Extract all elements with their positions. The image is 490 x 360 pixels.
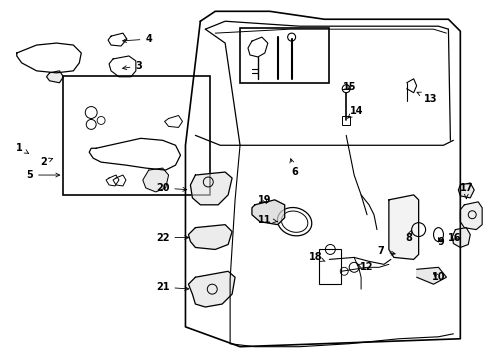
Bar — [63, 76, 210, 195]
Text: 5: 5 — [26, 170, 60, 180]
Text: 22: 22 — [156, 233, 189, 243]
Polygon shape — [389, 195, 418, 260]
Polygon shape — [143, 168, 169, 192]
Polygon shape — [460, 202, 482, 230]
Bar — [240, 28, 329, 83]
Text: 11: 11 — [258, 215, 277, 225]
Text: 1: 1 — [16, 143, 28, 153]
Text: 14: 14 — [347, 105, 364, 118]
Polygon shape — [252, 200, 285, 225]
Text: 20: 20 — [156, 183, 187, 193]
Polygon shape — [416, 267, 446, 284]
Polygon shape — [189, 225, 232, 249]
Text: 7: 7 — [378, 247, 395, 256]
Text: 4: 4 — [122, 34, 152, 44]
Text: 15: 15 — [343, 82, 356, 92]
Text: 9: 9 — [437, 237, 444, 247]
Text: 12: 12 — [358, 262, 374, 272]
Text: 10: 10 — [432, 272, 445, 282]
Polygon shape — [458, 183, 474, 198]
Polygon shape — [47, 71, 63, 83]
Text: 17: 17 — [460, 183, 473, 199]
Text: 19: 19 — [258, 195, 271, 205]
Text: 8: 8 — [405, 230, 412, 243]
Text: 18: 18 — [309, 252, 325, 262]
Text: 13: 13 — [417, 92, 437, 104]
Text: 16: 16 — [448, 233, 461, 243]
Bar — [319, 249, 341, 284]
Text: 6: 6 — [290, 159, 298, 177]
Text: 2: 2 — [40, 157, 53, 167]
Polygon shape — [452, 228, 470, 247]
Polygon shape — [189, 271, 235, 307]
Text: 21: 21 — [156, 282, 189, 292]
Polygon shape — [191, 172, 232, 205]
Text: 3: 3 — [122, 61, 142, 71]
